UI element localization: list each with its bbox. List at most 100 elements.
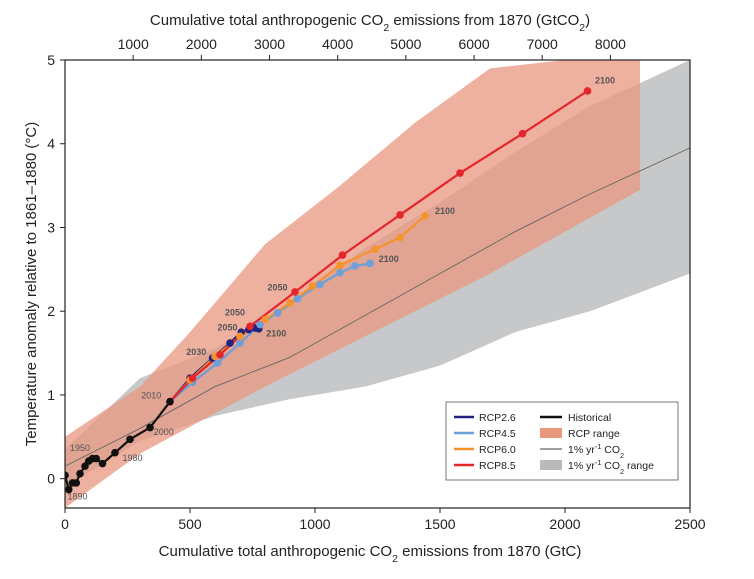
text-part: -1 — [595, 458, 602, 467]
text-part: Cumulative total anthropogenic CO — [150, 12, 383, 29]
text-part: CO — [601, 460, 620, 472]
year-label: 2050 — [225, 307, 245, 317]
text-part: 2 — [579, 22, 585, 34]
legend-label: Historical — [568, 412, 611, 424]
text-part: 1% yr — [568, 460, 595, 472]
line-rcp8-5 — [169, 90, 589, 403]
legend: RCP2.6 RCP4.5 RCP6.0 RCP8.5 Historical RCP ra… — [445, 401, 679, 481]
y-tick-label: 0 — [47, 471, 55, 487]
point-rcp6-0 — [261, 315, 269, 324]
series-points — [65, 87, 592, 494]
x-tick-label: 2000 — [549, 516, 580, 532]
legend-swatch — [540, 428, 562, 438]
point-rcp8-5 — [291, 288, 299, 296]
point-historical — [65, 485, 73, 494]
point-rcp4-5 — [336, 268, 344, 277]
year-label: 2100 — [379, 254, 399, 264]
y-tick-label: 1 — [47, 387, 55, 403]
point-rcp4-5 — [316, 280, 324, 289]
point-rcp6-0 — [286, 299, 294, 307]
top-tick-label: 7000 — [527, 36, 558, 52]
point-rcp8-5 — [396, 211, 404, 219]
x-axis-title: Cumulative total anthropogenic CO2 emiss… — [159, 543, 582, 565]
point-rcp8-5 — [456, 169, 464, 177]
x-tick-label: 0 — [61, 516, 69, 532]
legend-label: RCP6.0 — [479, 444, 516, 456]
year-label: 2010 — [141, 390, 161, 400]
point-rcp8-5 — [518, 129, 527, 138]
text-part: 2 — [383, 22, 389, 34]
top-tick-label: 3000 — [254, 36, 285, 52]
point-rcp6-0 — [308, 282, 317, 290]
text-part: RCP range — [568, 428, 620, 440]
y-tick-label: 3 — [47, 219, 55, 235]
year-label: 1890 — [68, 492, 88, 502]
year-label: 2100 — [266, 328, 286, 338]
line-1-yr-co- — [65, 147, 690, 467]
point-rcp2-6 — [226, 339, 234, 347]
point-rcp4-5 — [366, 259, 374, 268]
top-tick-label: 6000 — [458, 36, 489, 52]
legend-label: RCP2.6 — [479, 412, 516, 424]
point-historical — [92, 454, 101, 463]
point-historical — [98, 459, 107, 468]
point-rcp4-5 — [351, 262, 359, 270]
point-rcp8-5 — [188, 374, 197, 383]
text-part: emissions from 1870 (GtCO — [389, 12, 579, 29]
rcp-range-band — [65, 60, 640, 508]
text-part: 1% yr — [568, 444, 595, 456]
year-label: 2050 — [218, 322, 238, 332]
point-rcp4-5 — [236, 339, 244, 347]
year-label: 1950 — [70, 443, 90, 453]
year-label: 2030 — [186, 347, 206, 357]
point-rcp4-5 — [273, 309, 282, 317]
y-tick-label: 4 — [47, 136, 55, 152]
y-tick-label: 2 — [47, 303, 55, 319]
point-historical — [166, 397, 174, 406]
text-part: 2 — [620, 467, 624, 476]
top-tick-label: 5000 — [390, 36, 421, 52]
top-tick-label: 2000 — [186, 36, 217, 52]
point-historical — [65, 471, 69, 480]
text-part: emissions from 1870 (GtC) — [398, 543, 581, 560]
point-historical — [126, 435, 134, 444]
point-historical — [76, 469, 84, 478]
text-part: ) — [585, 12, 590, 29]
point-rcp8-5 — [338, 251, 347, 259]
point-rcp4-5 — [213, 359, 222, 367]
point-rcp6-0 — [421, 211, 429, 220]
text-part: Historical — [568, 412, 611, 424]
top-tick-label: 8000 — [595, 36, 626, 52]
y-axis-title: Temperature anomaly relative to 1861–188… — [23, 122, 40, 447]
text-part: -1 — [595, 442, 602, 451]
top-tick-label: 1000 — [118, 36, 149, 52]
point-historical — [146, 423, 154, 432]
point-historical — [111, 448, 119, 457]
year-labels: 1890 1950 1980 2000 2010 2030 2050 2100 2100 2050… — [68, 75, 616, 501]
x-tick-label: 2500 — [674, 516, 705, 532]
point-rcp8-5 — [246, 322, 254, 331]
point-rcp6-0 — [236, 332, 244, 341]
year-label: 2100 — [435, 206, 455, 216]
x-tick-label: 1000 — [299, 516, 330, 532]
legend-swatch — [540, 460, 562, 470]
year-label: 2050 — [268, 282, 288, 292]
text-part: range — [624, 460, 654, 472]
x-tick-label: 500 — [178, 516, 202, 532]
point-rcp4-5 — [256, 320, 264, 329]
point-rcp8-5 — [216, 350, 224, 359]
top-tick-label: 4000 — [322, 36, 353, 52]
uncertainty-bands — [65, 60, 690, 508]
plot-frame — [64, 59, 691, 509]
x-tick-label: 1500 — [424, 516, 455, 532]
legend-label: RCP8.5 — [479, 460, 516, 472]
legend-label: RCP4.5 — [479, 428, 516, 440]
point-rcp8-5 — [583, 87, 592, 95]
point-rcp6-0 — [371, 245, 379, 254]
text-part: 2 — [392, 553, 398, 565]
legend-label: 1% yr-1 CO2 range — [568, 458, 654, 476]
y-tick-label: 5 — [47, 52, 55, 68]
